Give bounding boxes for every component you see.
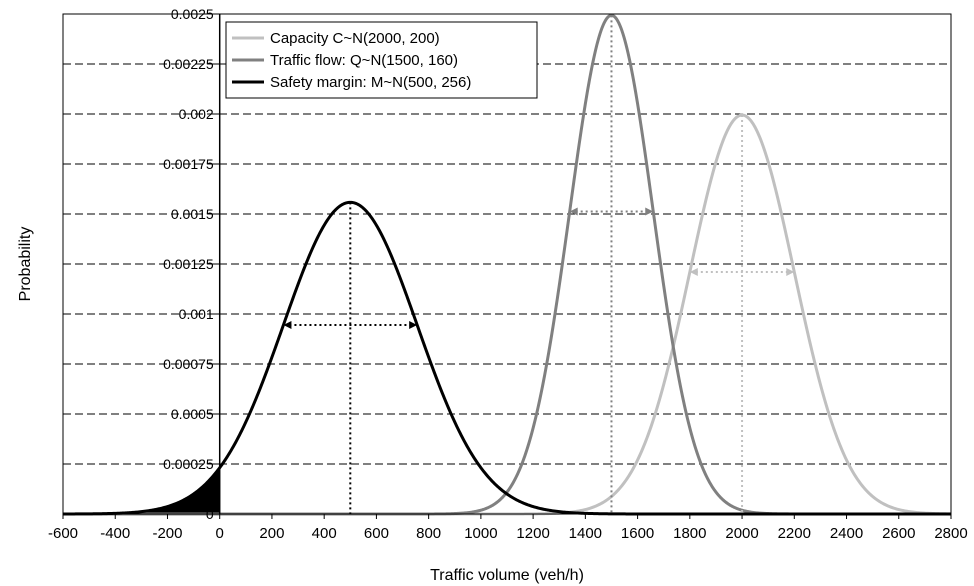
x-tick-label: 200 [259,525,284,542]
y-tick-label: 0.002 [179,106,214,122]
y-tick-label: 0 [206,506,214,522]
x-tick-label: 1000 [464,525,497,542]
legend-entry: Traffic flow: Q~N(1500, 160) [270,52,458,69]
legend: Capacity C~N(2000, 200) Traffic flow: Q~N… [225,21,538,99]
y-tick-label: 0.0025 [171,6,214,22]
x-tick-label: 2400 [830,525,863,542]
y-tick-label: 0.00175 [163,156,214,172]
annotations [283,15,795,514]
sd-arrowhead [409,320,418,329]
x-tick-label: 2600 [882,525,915,542]
y-tick-label: 0.001 [179,306,214,322]
y-tick-label: 0.00225 [163,56,214,72]
x-tick-label: 1600 [621,525,654,542]
x-tick-label: 2000 [725,525,758,542]
legend-box [225,21,538,99]
sd-arrowhead [645,207,654,216]
x-tick-label: 400 [312,525,337,542]
y-tick-label: 0.00075 [163,356,214,372]
sd-arrowhead [569,207,578,216]
y-tick-label: 0.00125 [163,256,214,272]
x-tick-label: 600 [364,525,389,542]
x-tick-label: 1800 [673,525,706,542]
y-tick-label: 0.00025 [163,456,214,472]
sd-arrowhead [689,268,698,277]
x-axis-label: Traffic volume (veh/h) [430,567,584,584]
x-tick-label: -400 [100,525,130,542]
plot-area-frame [62,13,952,515]
y-axis-label: Probability [17,227,34,302]
y-tick-label: 0.0015 [171,206,214,222]
x-tick-label: -600 [48,525,78,542]
y-axis-ticks: 0 0.00025 0.0005 0.00075 0.001 0.00125 0.0015 0… [163,6,220,522]
x-tick-label: 1200 [516,525,549,542]
y-tick-label: 0.0005 [171,406,214,422]
x-tick-label: 2200 [778,525,811,542]
sd-arrowhead [786,268,795,277]
x-tick-label: 1400 [569,525,602,542]
x-tick-label: 2800 [934,525,967,542]
sd-arrowhead [283,320,292,329]
legend-entry: Capacity C~N(2000, 200) [270,30,440,47]
x-tick-label: -200 [152,525,182,542]
x-tick-label: 800 [416,525,441,542]
x-tick-label: 0 [216,525,224,542]
x-axis-ticks: -600 -400 -200 0 200 400 600 800 1000 1200 1400 160… [48,514,968,542]
legend-entry: Safety margin: M~N(500, 256) [270,74,471,91]
